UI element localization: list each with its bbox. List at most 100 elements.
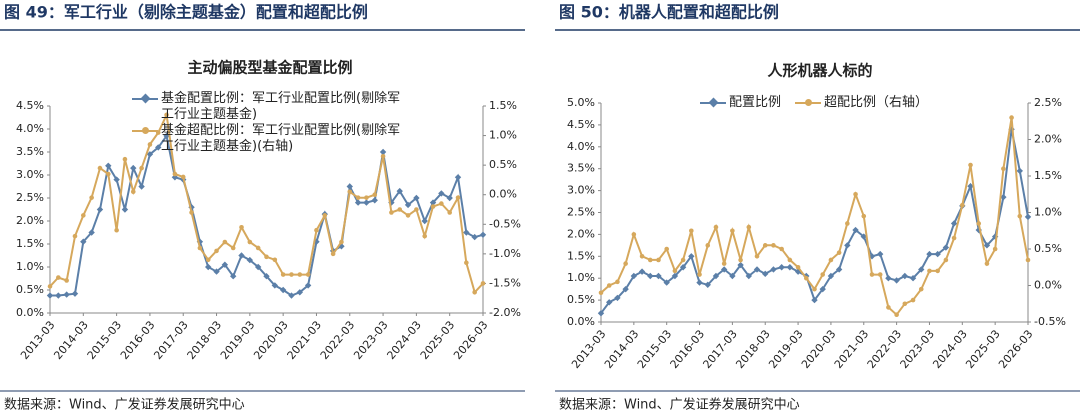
point: [794, 268, 802, 275]
point: [1025, 257, 1031, 263]
point: [355, 195, 361, 200]
point: [105, 162, 112, 169]
point: [289, 272, 294, 277]
point: [745, 272, 753, 280]
point: [197, 245, 203, 251]
point: [976, 221, 982, 226]
point: [189, 210, 194, 215]
point: [472, 290, 477, 295]
point: [205, 257, 211, 263]
point: [827, 272, 835, 280]
point: [671, 272, 679, 280]
y2-tick-label: -0.5%: [1034, 315, 1066, 328]
y-tick-label: 2.0%: [567, 227, 595, 240]
point: [405, 213, 411, 218]
point: [130, 164, 137, 172]
chart-title: 主动偏股型基金配置比例: [187, 59, 352, 77]
point: [171, 174, 179, 181]
point: [795, 264, 801, 270]
point: [139, 165, 144, 171]
point: [464, 260, 469, 266]
point: [247, 239, 253, 245]
point: [463, 229, 470, 236]
point: [910, 297, 916, 303]
series-line: [600, 129, 1029, 314]
point: [180, 174, 186, 180]
point: [721, 261, 727, 266]
y-tick-label: 4.0%: [567, 140, 595, 153]
point: [655, 272, 662, 280]
point: [738, 257, 743, 263]
legend-item: 基金超配比例：军工行业配置比例(剔除军工行业主题基金)(右轴): [132, 123, 402, 155]
point: [404, 201, 412, 209]
y2-tick-label: 1.0%: [489, 129, 517, 142]
legend-label: 基金超配比例：军工行业配置比例(剔除军工行业主题基金)(右轴): [161, 123, 401, 154]
point: [836, 250, 842, 255]
point: [885, 275, 892, 282]
point: [213, 268, 220, 275]
point: [322, 213, 328, 218]
x-tick-label: 2023-03: [351, 319, 391, 363]
point: [354, 199, 362, 206]
point: [239, 224, 244, 230]
series-line: [600, 117, 1029, 317]
point: [439, 201, 444, 206]
y-tick-label: 0.5%: [16, 283, 44, 296]
point: [918, 286, 924, 292]
y-tick-label: 2.5%: [16, 191, 44, 204]
point: [330, 251, 336, 257]
point: [894, 312, 899, 318]
chart-title: 人形机器人标的: [767, 62, 872, 80]
point: [314, 227, 319, 233]
point: [230, 245, 236, 251]
x-tick-label: 2021-03: [285, 319, 325, 363]
point: [869, 272, 875, 277]
y2-tick-label: 0.5%: [489, 158, 517, 171]
point: [901, 272, 909, 280]
point: [305, 272, 311, 277]
point: [935, 268, 940, 274]
y-tick-label: 5.0%: [567, 96, 595, 109]
legend-marker: [142, 127, 149, 134]
point: [146, 151, 154, 158]
legend: 配置比例 超配比例（右轴）: [700, 95, 928, 111]
point: [713, 224, 719, 230]
y-tick-label: 0.0%: [16, 306, 44, 319]
point: [271, 282, 279, 289]
point: [121, 206, 129, 213]
point: [991, 233, 999, 240]
point: [114, 227, 119, 233]
legend-swatch: [700, 95, 726, 111]
point: [88, 229, 95, 236]
point: [229, 273, 237, 280]
legend-label: 配置比例: [729, 95, 782, 110]
x-tick-label: 2018-03: [185, 319, 225, 363]
point: [479, 231, 487, 238]
y2-tick-label: 1.5%: [489, 99, 517, 112]
point: [934, 250, 941, 258]
point: [371, 197, 378, 204]
point: [221, 261, 229, 268]
y-tick-label: 2.0%: [16, 214, 44, 227]
point: [753, 266, 761, 273]
x-tick-label: 2026-03: [451, 319, 491, 363]
point: [852, 226, 859, 234]
point: [414, 207, 419, 212]
point: [868, 253, 876, 260]
y2-tick-label: -1.0%: [489, 247, 521, 260]
y-tick-label: 4.5%: [567, 118, 595, 131]
legend-label: 基金配置比例：军工行业配置比例(剔除军工行业主题基金): [161, 91, 401, 122]
point: [951, 235, 957, 241]
point: [347, 189, 353, 195]
point: [672, 268, 678, 274]
point: [1024, 213, 1032, 221]
point: [638, 268, 646, 275]
point: [771, 243, 776, 248]
point: [71, 290, 79, 297]
legend: 基金配置比例：军工行业配置比例(剔除军工行业主题基金) 基金超配比例：军工行业配置…: [132, 91, 402, 155]
y-tick-label: 0.5%: [567, 293, 595, 306]
point: [46, 292, 54, 299]
point: [47, 284, 53, 289]
point: [130, 189, 136, 195]
